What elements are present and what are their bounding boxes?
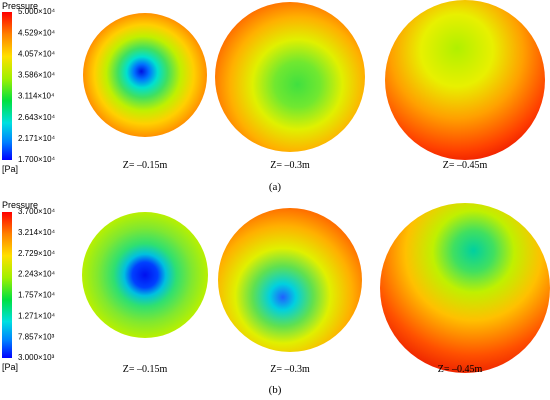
caption: (b) [269, 384, 282, 396]
colorbar [2, 212, 12, 358]
legend-label: 2.643×10⁴ [18, 113, 56, 122]
legend-label: 7.857×10³ [18, 332, 55, 341]
legend-label: 1.271×10⁴ [18, 311, 56, 320]
caption: (a) [269, 181, 282, 193]
contour-plot [218, 208, 362, 352]
legend-unit: [Pa] [2, 362, 18, 372]
colorbar [2, 12, 12, 160]
contour-plot [82, 212, 208, 338]
legend-label: 2.243×10⁴ [18, 270, 56, 279]
plot-label: Z= –0.45m [438, 364, 483, 375]
legend-label: 4.529×10⁴ [18, 28, 56, 37]
legend-unit: [Pa] [2, 164, 18, 174]
contour-plot [83, 13, 207, 137]
legend-label: 2.171×10⁴ [18, 134, 56, 143]
panel-a [2, 0, 545, 160]
legend-label: 3.114×10⁴ [18, 92, 55, 101]
legend-label: 5.000×10⁴ [18, 7, 56, 16]
legend-label: 4.057×10⁴ [18, 49, 56, 58]
plot-label: Z= –0.3m [270, 364, 310, 375]
panel-b [2, 203, 550, 373]
legend-label: 1.700×10⁴ [18, 155, 56, 164]
legend-label: 3.214×10⁴ [18, 228, 56, 237]
legend-label: 3.586×10⁴ [18, 71, 56, 80]
plot-label: Z= –0.3m [270, 160, 310, 171]
legend-label: 3.700×10⁴ [18, 207, 56, 216]
legend-label: 1.757×10⁴ [18, 291, 56, 300]
plot-label: Z= –0.15m [123, 160, 168, 171]
legend-label: 3.000×10³ [18, 353, 55, 362]
legend-title: Pressure [2, 200, 38, 210]
plot-label: Z= –0.45m [443, 160, 488, 171]
legend-label: 2.729×10⁴ [18, 249, 56, 258]
legend-title: Pressure [2, 1, 38, 11]
contour-plot [380, 203, 550, 373]
plot-label: Z= –0.15m [123, 364, 168, 375]
contour-plot [215, 2, 365, 152]
contour-plot [385, 0, 545, 160]
